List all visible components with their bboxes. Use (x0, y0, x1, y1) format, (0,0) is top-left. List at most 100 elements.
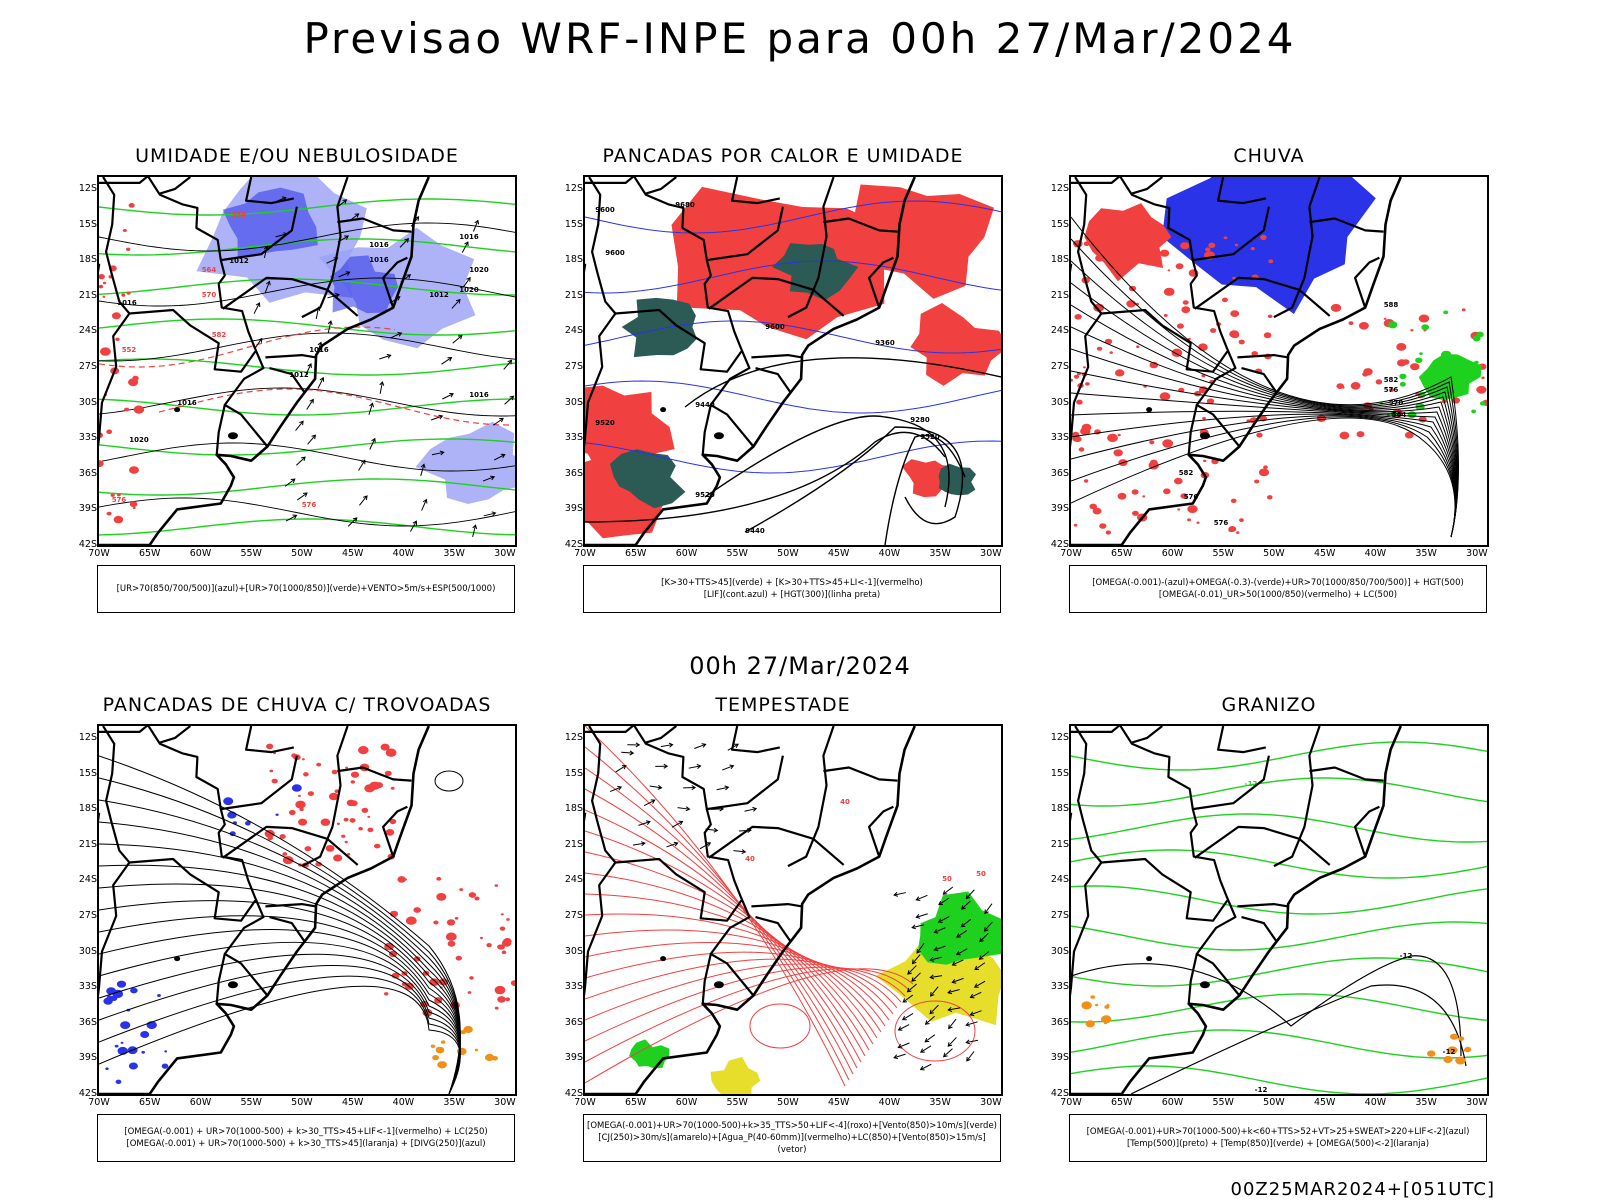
rain-area-red (1461, 308, 1466, 312)
country-border (245, 726, 295, 754)
country-border (1241, 916, 1278, 943)
storm-cell-red (486, 943, 492, 948)
storm-cell-red (436, 893, 447, 901)
storm-cell-red (269, 769, 274, 773)
country-border (1074, 177, 1103, 315)
country-border (706, 755, 784, 811)
wind-vector (965, 1021, 971, 1027)
wind-vector (915, 896, 921, 901)
wind-vector (361, 459, 366, 465)
wind-vector (451, 299, 461, 309)
contour-label: 9360 (875, 339, 895, 347)
thickness-label-red (126, 247, 131, 251)
wind-vector (430, 415, 443, 421)
rain-area-red (1258, 468, 1270, 477)
country-border (265, 354, 317, 359)
storm-cell-red (347, 853, 351, 856)
lon-tick-label: 45W (827, 548, 850, 559)
wind-vector (947, 1042, 953, 1047)
wind-vector (379, 381, 385, 386)
wind-vector (724, 785, 730, 791)
contour-label: -12 (1245, 780, 1258, 788)
lat-tick-label: 30S (1050, 396, 1069, 408)
lagoon (713, 432, 724, 440)
wind-vector (507, 359, 513, 365)
rain-area-red (1085, 382, 1090, 386)
wind-vector (257, 337, 263, 343)
lat-tick-label: 24S (1050, 874, 1069, 886)
lat-tick-label: 39S (78, 503, 97, 515)
rain-area-red (1163, 314, 1168, 317)
wind-vector (711, 808, 724, 810)
lon-tick-label: 55W (1212, 548, 1234, 559)
wind-vector (472, 525, 477, 537)
panel-pancadas-trovoadas: PANCADAS DE CHUVA C/ TROVOADAS 12S 15S 18S… (77, 694, 517, 1174)
wind-vector (472, 524, 478, 530)
divergence-blue (225, 801, 229, 805)
wind-vector (948, 1007, 961, 1011)
country-border (585, 861, 617, 997)
rain-area-red (1131, 489, 1139, 495)
temp-850-contour-green (1071, 741, 1487, 771)
height-contour (704, 415, 950, 508)
water-vapor-contour-red (585, 872, 874, 1045)
contour-label: 9600 (595, 206, 615, 214)
wind-vector (645, 820, 651, 826)
panel-legend: [OMEGA(-0.001)-(azul)+OMEGA(-0.3)-(verde… (1069, 565, 1487, 613)
lon-tick-label: 65W (1110, 548, 1133, 559)
contour-label: 9680 (675, 201, 695, 209)
omega-area-orange (1458, 1036, 1465, 1041)
country-border (787, 726, 835, 868)
wind-vector (666, 842, 678, 848)
contour-label: 564 (202, 266, 217, 274)
contour-label: 9520 (595, 419, 615, 427)
contour-label: 9600 (605, 249, 625, 257)
wind-vector (678, 820, 684, 826)
humidity-contour-green (99, 198, 515, 216)
rain-area-red (1083, 479, 1089, 483)
pressure-isobar (99, 222, 515, 252)
storm-cell-red (349, 818, 356, 823)
lon-tick-label: 50W (1263, 1097, 1285, 1108)
contour-label: 576 (1384, 386, 1399, 394)
contour-label: 582 (1179, 469, 1194, 477)
wind-vector (296, 456, 306, 466)
wind-vector (966, 1056, 971, 1062)
thickness-label-red (128, 203, 135, 208)
wind-vector (668, 742, 674, 748)
wind-vector (490, 475, 496, 481)
storm-cell-red (497, 944, 504, 950)
storm-cell-red (397, 876, 407, 883)
thickness-label-red (99, 274, 105, 280)
lat-tick-label: 36S (1050, 1016, 1069, 1028)
country-border (1237, 354, 1289, 359)
storm-cell-red (303, 772, 309, 777)
rain-area-green (1399, 373, 1407, 380)
rain-area-red (1117, 433, 1121, 437)
rain-area-red (1205, 247, 1211, 252)
thickness-contour-red (158, 388, 512, 426)
rain-area-red (1251, 351, 1258, 357)
wind-vector (334, 293, 340, 298)
panel-title: UMIDADE E/OU NEBULOSIDADE (135, 145, 459, 167)
water-vapor-contour-red (585, 809, 862, 1063)
divergence-blue (291, 784, 302, 792)
wind-vector (947, 989, 960, 994)
lon-tick-label: 35W (443, 1097, 465, 1108)
divergence-blue (105, 1067, 109, 1070)
country-border (1187, 404, 1198, 455)
lon-tick-label: 30W (1466, 548, 1488, 559)
wind-vector (671, 821, 683, 828)
height-contour-500 (1071, 348, 1457, 538)
contour-label: 582 (1384, 376, 1399, 384)
contour-label: 1012 (229, 257, 249, 265)
storm-cell-orange (435, 1046, 445, 1054)
wind-vector (629, 750, 635, 756)
lat-tick-label: 39S (1050, 503, 1069, 515)
wind-vector (503, 360, 512, 370)
storm-cell-orange (437, 1061, 447, 1069)
country-border (1071, 726, 1121, 734)
rain-area-red (1267, 314, 1273, 318)
rain-area-green (1456, 361, 1466, 369)
wind-vector (956, 933, 961, 938)
